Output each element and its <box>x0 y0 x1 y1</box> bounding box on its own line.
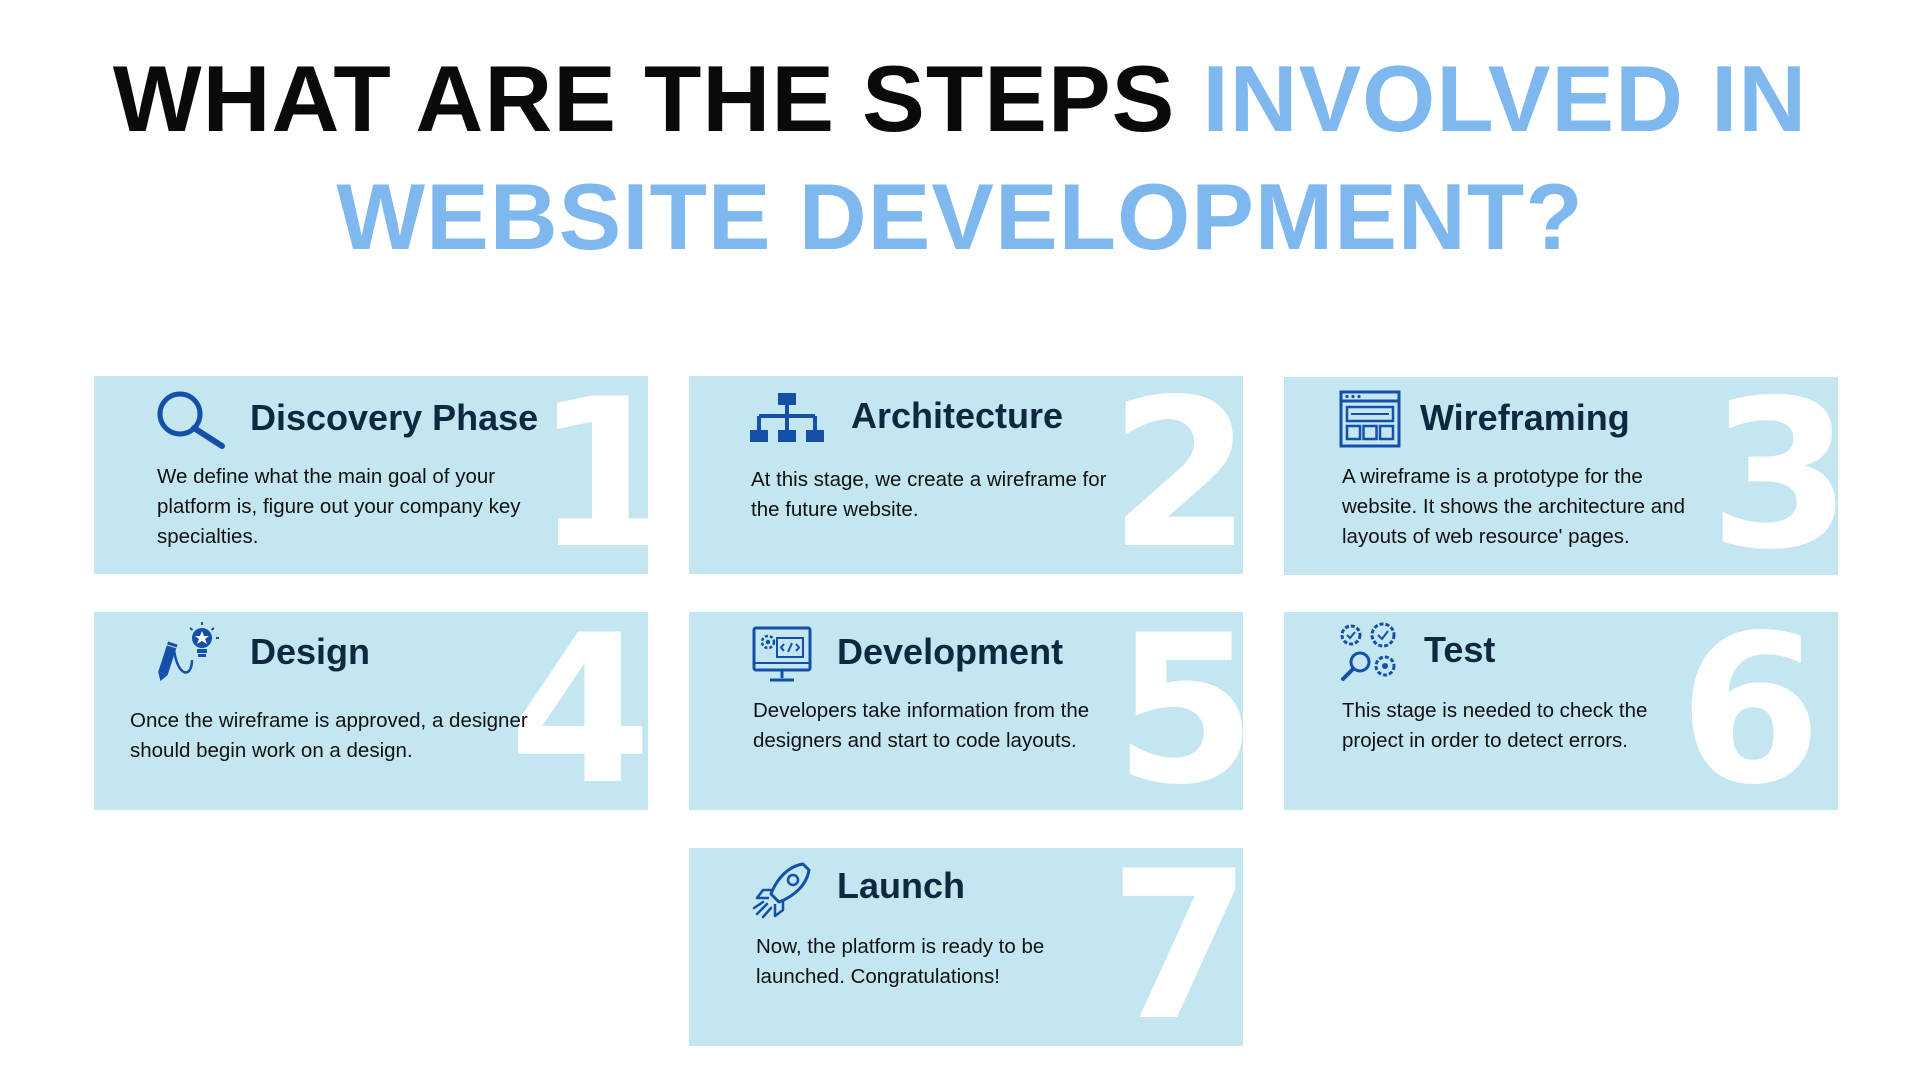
step-number: 2 <box>1109 376 1243 574</box>
step-card-4: 4 Design Once the wireframe is approved,… <box>94 612 648 810</box>
step-number: 1 <box>534 376 648 574</box>
browser-layout-icon <box>1338 389 1402 449</box>
gears-check-icon <box>1338 622 1402 684</box>
step-number: 6 <box>1679 612 1822 810</box>
step-number: 4 <box>509 612 648 810</box>
step-description: Now, the platform is ready to be launche… <box>756 935 1045 988</box>
step-heading: Test <box>1424 629 1496 670</box>
step-description: A wireframe is a prototype for the websi… <box>1342 465 1685 548</box>
step-description: At this stage, we create a wireframe for… <box>751 468 1107 521</box>
step-heading: Discovery Phase <box>250 397 539 438</box>
page-title: WHAT ARE THE STEPS INVOLVED IN WEBSITE D… <box>0 40 1920 276</box>
step-number: 3 <box>1709 377 1838 575</box>
step-description: This stage is needed to check the projec… <box>1342 699 1648 752</box>
step-description: We define what the main goal of your pla… <box>157 465 521 548</box>
magnifier-icon <box>152 388 228 452</box>
sitemap-icon <box>749 390 825 454</box>
title-accent-part: INVOLVED IN WEBSITE DEVELOPMENT? <box>336 46 1808 269</box>
step-heading: Architecture <box>851 395 1064 436</box>
title-black-part: WHAT ARE THE STEPS <box>112 46 1203 151</box>
step-heading: Development <box>837 631 1064 672</box>
step-description: Once the wireframe is approved, a design… <box>130 709 528 762</box>
step-card-7: 7 Launch Now, the platform is ready to b… <box>689 848 1243 1046</box>
step-number: 5 <box>1114 612 1243 810</box>
step-description: Developers take information from the des… <box>753 699 1090 752</box>
code-monitor-icon <box>751 625 813 687</box>
step-heading: Launch <box>837 865 966 906</box>
step-heading: Wireframing <box>1420 397 1630 438</box>
step-card-2: 2 Architecture At this stage, we create … <box>689 376 1243 574</box>
step-card-1: 1 Discovery Phase We define what the mai… <box>94 376 648 574</box>
step-card-3: 3 Wireframing A wireframe is a prototype… <box>1284 377 1838 575</box>
step-heading: Design <box>250 631 371 672</box>
pen-lightbulb-icon <box>154 620 224 684</box>
step-card-5: 5 Development Developers take informatio… <box>689 612 1243 810</box>
step-card-6: 6 Test This stage is needed to check the… <box>1284 612 1838 810</box>
step-number: 7 <box>1109 848 1243 1046</box>
rocket-icon <box>751 860 813 920</box>
